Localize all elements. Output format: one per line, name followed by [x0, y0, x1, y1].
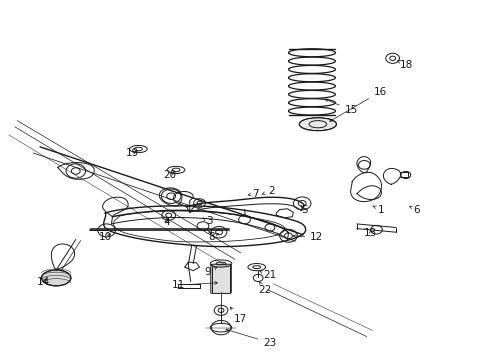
Text: 4: 4 [163, 217, 170, 228]
Text: 2: 2 [262, 186, 274, 196]
Text: 3: 3 [203, 216, 212, 226]
Text: 22: 22 [258, 282, 271, 295]
Text: 18: 18 [397, 60, 413, 70]
Text: 21: 21 [259, 270, 276, 280]
Text: 7: 7 [248, 189, 258, 199]
Text: 19: 19 [125, 148, 139, 158]
Text: 17: 17 [230, 307, 247, 324]
Text: 15: 15 [325, 99, 357, 115]
Text: 12: 12 [292, 232, 323, 242]
Text: 9: 9 [204, 267, 217, 277]
Text: 14: 14 [36, 276, 50, 287]
Text: 16: 16 [329, 87, 386, 121]
Text: 5: 5 [300, 204, 307, 215]
Text: 13: 13 [363, 228, 377, 238]
Text: 6: 6 [408, 204, 419, 215]
Text: 20: 20 [163, 170, 176, 180]
Ellipse shape [299, 118, 336, 131]
Text: 23: 23 [225, 329, 276, 348]
Text: 1: 1 [372, 204, 384, 215]
Text: 11: 11 [171, 280, 217, 290]
Ellipse shape [41, 270, 71, 286]
FancyBboxPatch shape [210, 264, 231, 293]
Text: 8: 8 [207, 232, 218, 242]
Text: 10: 10 [99, 232, 111, 242]
